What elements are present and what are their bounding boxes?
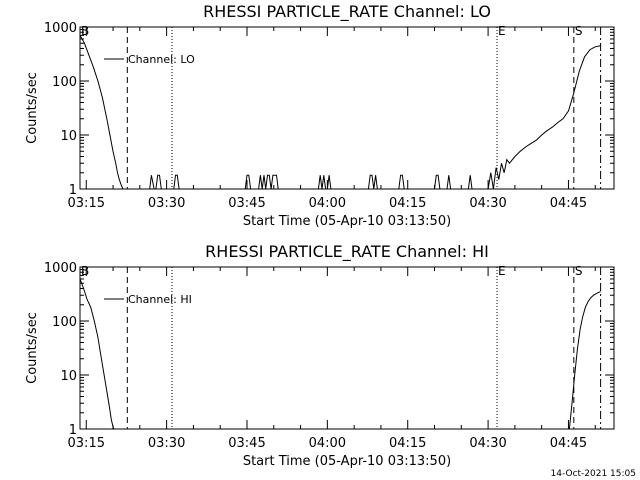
x-tick-label: 03:15	[68, 196, 105, 211]
y-tick-label: 100	[52, 75, 77, 90]
x-tick-label: 04:15	[389, 196, 426, 211]
legend-label-hi: Channel: HI	[128, 293, 192, 306]
chart-title-lo: RHESSI PARTICLE_RATE Channel: LO	[203, 2, 491, 22]
legend-label-lo: Channel: LO	[128, 53, 195, 66]
x-tick-label: 04:45	[550, 196, 587, 211]
y-tick-label: 10	[60, 369, 77, 384]
footer-timestamp: 14-Oct-2021 15:05	[551, 469, 636, 479]
x-tick-label: 03:15	[68, 436, 105, 451]
x-tick-label: 04:00	[309, 196, 346, 211]
x-tick-label: 04:45	[550, 436, 587, 451]
x-axis-ticks-lo: 03:15 03:30 03:45 04:00 04:15 04:30 04:45	[68, 27, 596, 211]
event-marker-label: B	[81, 24, 89, 38]
plot-frame-lo	[79, 26, 615, 190]
y-axis-label-lo: Counts/sec	[25, 72, 40, 144]
chart-panel-hi: RHESSI PARTICLE_RATE Channel: HI B E S 1 10…	[25, 242, 615, 469]
event-marker-label: S	[575, 24, 583, 38]
series-line-hi	[79, 278, 601, 430]
event-marker-label: E	[498, 264, 506, 278]
y-axis-label-hi: Counts/sec	[25, 312, 40, 384]
y-tick-label: 10	[60, 129, 77, 144]
event-marker-label: S	[575, 264, 583, 278]
y-tick-label: 1000	[44, 21, 77, 36]
chart-panel-lo: RHESSI PARTICLE_RATE Channel: LO B E S 1 10…	[25, 2, 615, 229]
y-axis-ticks-lo: 1 10 100 1000	[44, 21, 614, 198]
x-axis-label-lo: Start Time (05-Apr-10 03:13:50)	[243, 214, 451, 229]
y-tick-label: 1	[69, 183, 77, 198]
event-marker-label: B	[81, 264, 89, 278]
x-tick-label: 04:30	[469, 436, 506, 451]
x-tick-label: 03:30	[148, 436, 185, 451]
x-axis-ticks-hi: 03:15 03:30 03:45 04:00 04:15 04:30 04:45	[68, 267, 596, 451]
x-tick-label: 04:00	[309, 436, 346, 451]
y-axis-ticks-hi: 1 10 100 1000	[44, 261, 614, 438]
chart-title-hi: RHESSI PARTICLE_RATE Channel: HI	[205, 242, 489, 262]
y-tick-label: 1000	[44, 261, 77, 276]
event-marker-label: E	[498, 24, 506, 38]
x-tick-label: 03:45	[228, 436, 265, 451]
y-tick-label: 100	[52, 315, 77, 330]
series-line-lo	[79, 35, 601, 190]
x-tick-label: 03:30	[148, 196, 185, 211]
x-axis-label-hi: Start Time (05-Apr-10 03:13:50)	[243, 454, 451, 469]
x-tick-label: 03:45	[228, 196, 265, 211]
y-tick-label: 1	[69, 423, 77, 438]
x-tick-label: 04:30	[469, 196, 506, 211]
plot-frame-hi	[79, 266, 615, 430]
x-tick-label: 04:15	[389, 436, 426, 451]
